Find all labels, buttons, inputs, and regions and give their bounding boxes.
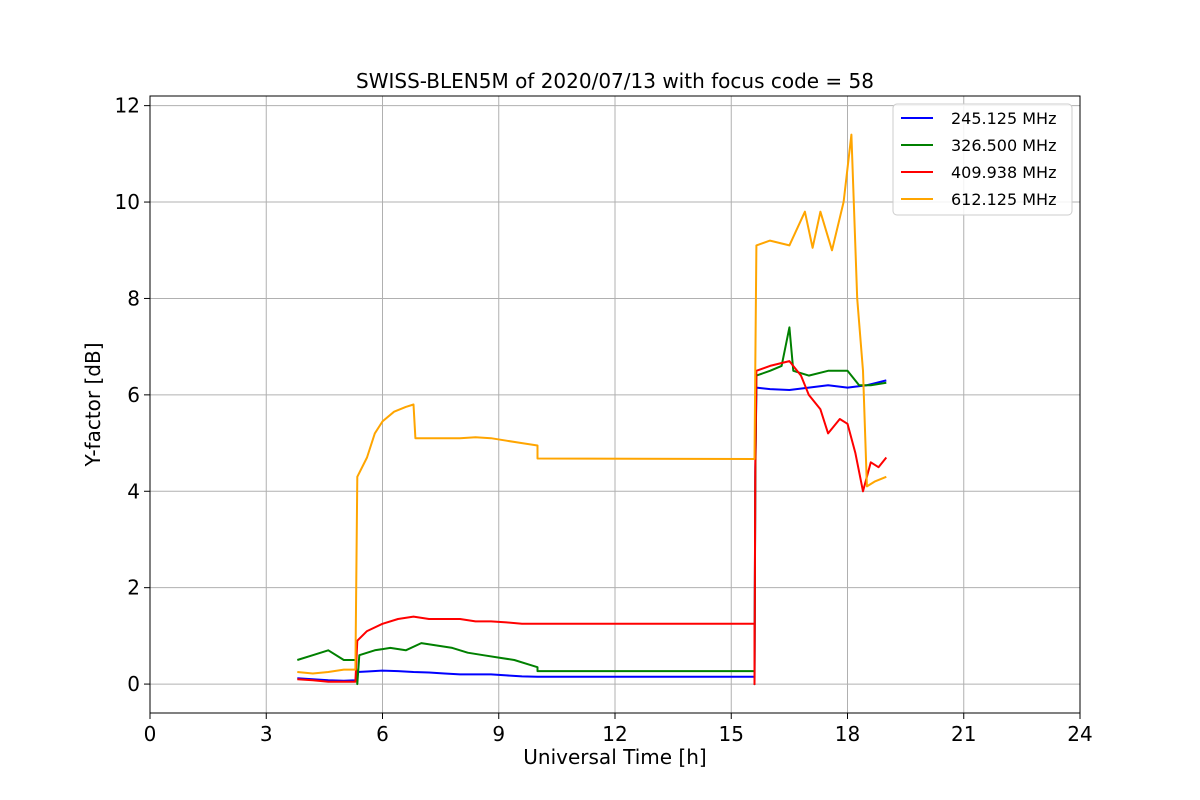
y-tick-label: 0 xyxy=(127,672,140,696)
legend-frame xyxy=(892,103,1073,216)
legend-label: 245.125 MHz xyxy=(951,109,1056,128)
legend: 245.125 MHz 326.500 MHz 409.938 MHz 612.125… xyxy=(892,103,1073,216)
x-tick-label: 18 xyxy=(835,722,860,746)
series-line-4 xyxy=(297,133,887,675)
legend-label: 326.500 MHz xyxy=(951,136,1056,155)
legend-label: 612.125 MHz xyxy=(951,190,1056,209)
x-tick-label: 0 xyxy=(144,722,157,746)
y-tick-label: 8 xyxy=(127,286,140,310)
y-tick-label: 12 xyxy=(115,94,140,118)
x-tick-label: 12 xyxy=(602,722,627,746)
x-axis-label: Universal Time [h] xyxy=(523,745,706,769)
y-tick-label: 2 xyxy=(127,576,140,600)
series-line-3 xyxy=(297,360,888,686)
y-tick-label: 6 xyxy=(127,383,140,407)
x-tick-label: 3 xyxy=(260,722,273,746)
x-tick-label: 15 xyxy=(719,722,744,746)
x-tick-label: 9 xyxy=(492,722,505,746)
x-tick-label: 6 xyxy=(376,722,389,746)
x-tick-label: 24 xyxy=(1067,722,1092,746)
chart-title: SWISS-BLEN5M of 2020/07/13 with focus co… xyxy=(356,69,874,93)
series-line-2 xyxy=(297,326,887,686)
y-tick-label: 4 xyxy=(127,479,140,503)
y-tick-label: 10 xyxy=(115,190,140,214)
series-layer xyxy=(297,133,888,686)
y-axis-label: Y-factor [dB] xyxy=(81,342,105,467)
x-tick-label: 21 xyxy=(951,722,976,746)
legend-label: 409.938 MHz xyxy=(951,163,1056,182)
